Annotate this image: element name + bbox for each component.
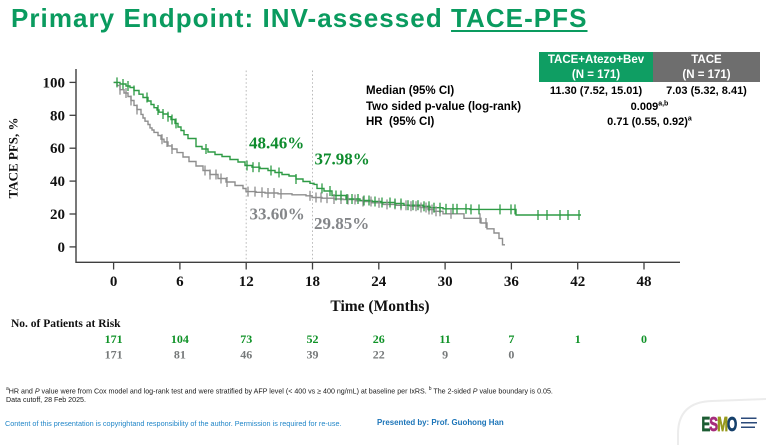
- svg-text:6: 6: [176, 274, 184, 290]
- svg-text:48.46%: 48.46%: [249, 133, 304, 152]
- svg-text:81: 81: [174, 348, 186, 362]
- svg-text:ESMO: ESMO: [702, 412, 738, 436]
- svg-text:9: 9: [442, 348, 448, 362]
- svg-text:42: 42: [570, 274, 585, 290]
- svg-text:11: 11: [439, 332, 450, 346]
- svg-text:0: 0: [641, 332, 647, 346]
- svg-text:40: 40: [50, 174, 65, 190]
- svg-text:30: 30: [438, 274, 453, 290]
- svg-text:26: 26: [373, 332, 385, 346]
- svg-text:100: 100: [43, 75, 66, 91]
- svg-text:171: 171: [105, 348, 123, 362]
- svg-text:0: 0: [508, 348, 514, 362]
- svg-text:18: 18: [305, 274, 320, 290]
- svg-text:39: 39: [307, 348, 319, 362]
- svg-text:22: 22: [373, 348, 385, 362]
- svg-text:7: 7: [508, 332, 514, 346]
- svg-text:60: 60: [50, 141, 65, 157]
- svg-text:Time (Months): Time (Months): [330, 298, 429, 315]
- svg-text:80: 80: [50, 108, 65, 124]
- svg-text:37.98%: 37.98%: [315, 150, 370, 169]
- svg-text:12: 12: [239, 274, 254, 290]
- svg-text:46: 46: [240, 348, 252, 362]
- svg-text:104: 104: [171, 332, 189, 346]
- svg-text:48: 48: [637, 274, 652, 290]
- svg-text:24: 24: [371, 274, 387, 290]
- svg-text:171: 171: [105, 332, 123, 346]
- svg-text:0: 0: [58, 240, 66, 256]
- svg-text:36: 36: [504, 274, 520, 290]
- svg-text:73: 73: [240, 332, 252, 346]
- svg-text:1: 1: [575, 332, 581, 346]
- svg-text:20: 20: [50, 207, 65, 223]
- svg-text:No. of Patients at Risk: No. of Patients at Risk: [11, 318, 121, 330]
- svg-text:52: 52: [307, 332, 319, 346]
- svg-text:0: 0: [110, 274, 118, 290]
- svg-text:33.60%: 33.60%: [250, 205, 305, 224]
- svg-text:TACE PFS, %: TACE PFS, %: [6, 117, 21, 198]
- svg-text:29.85%: 29.85%: [314, 214, 369, 233]
